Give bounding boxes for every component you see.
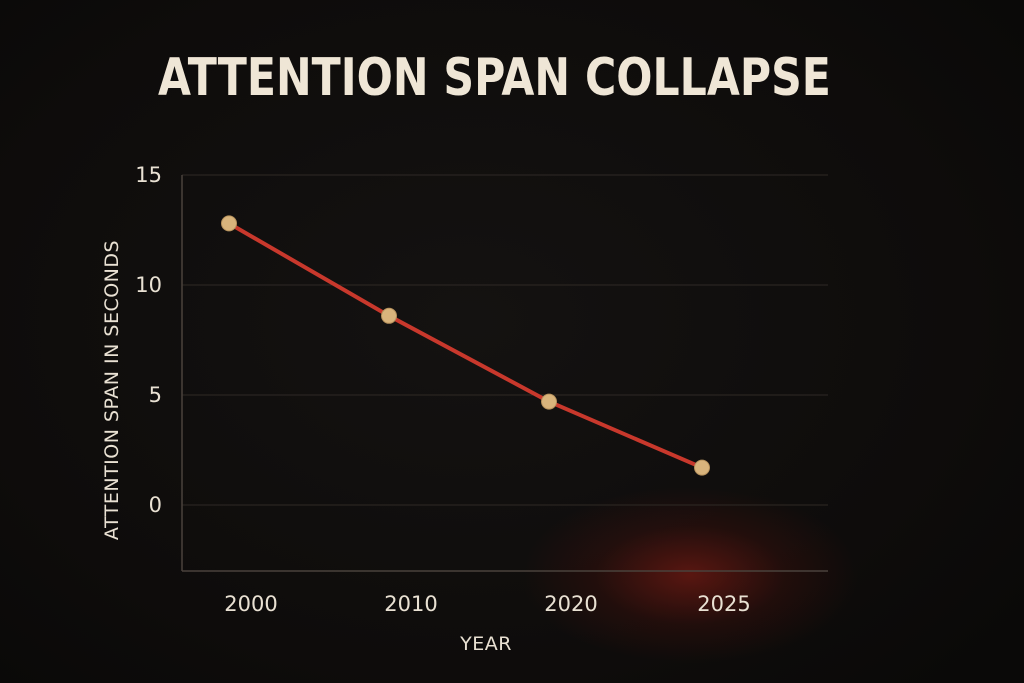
x-tick-label: 2000 [224,592,277,616]
x-tick-label: 2010 [384,592,437,616]
x-tick-label: 2020 [544,592,597,616]
x-tick-labels: 2000 2010 2020 2025 [224,592,750,616]
y-tick-label: 10 [135,273,162,297]
grid-lines [182,174,828,506]
chart-title: ATTENTION SPAN COLLAPSE [158,48,831,108]
x-axis-title: YEAR [459,633,512,655]
y-tick-label: 15 [135,163,162,187]
series-layer [221,215,710,476]
series-line [227,221,704,470]
data-point [541,393,557,410]
data-point [694,459,710,476]
y-axis-title: ATTENTION SPAN IN SECONDS [101,240,123,540]
data-point [381,307,397,324]
y-tick-labels: 0 5 10 15 [135,163,162,517]
x-tick-label: 2025 [697,592,750,616]
data-point [221,215,237,232]
y-tick-label: 0 [149,493,162,517]
y-tick-label: 5 [149,383,162,407]
